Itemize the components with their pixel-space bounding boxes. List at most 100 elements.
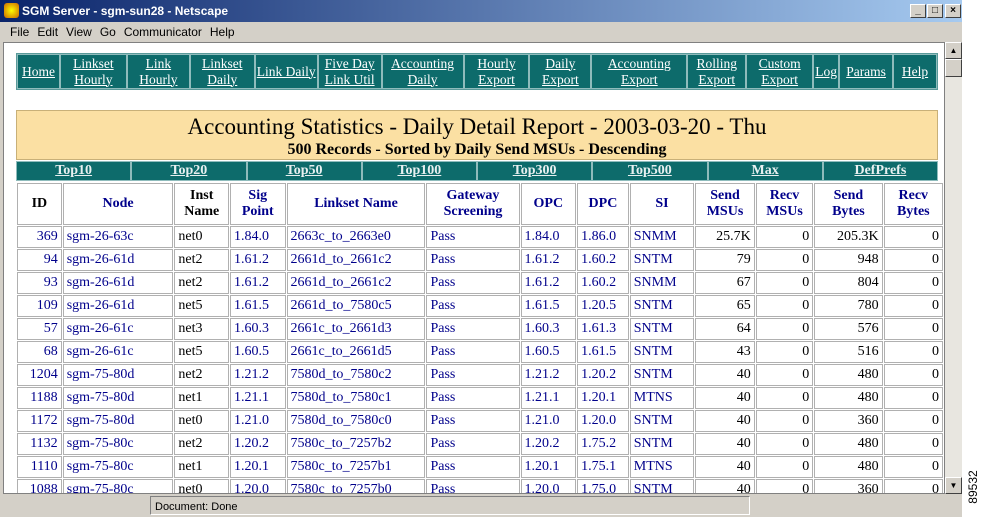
sort-link[interactable]: Send Bytes (832, 188, 865, 219)
cell-link[interactable]: 7580d_to_7580c2 (290, 367, 392, 382)
cell-link[interactable]: 7580c_to_7257b1 (290, 459, 392, 474)
close-button[interactable]: × (945, 4, 961, 18)
sort-link[interactable]: SI (655, 196, 669, 211)
cell-link[interactable]: Pass (430, 298, 456, 313)
cell-link[interactable]: sgm-26-61c (66, 321, 134, 336)
cell-link[interactable]: 1.61.5 (581, 344, 617, 359)
cell-link[interactable]: 1.20.2 (234, 436, 269, 451)
sort-link[interactable]: OPC (533, 196, 564, 211)
top-link[interactable]: Top100 (361, 161, 477, 181)
cell-link[interactable]: 1.20.1 (524, 459, 560, 474)
vertical-scrollbar[interactable]: ▲ ▼ (945, 42, 962, 494)
cell-link[interactable]: 1.60.2 (581, 275, 617, 290)
nav-link[interactable]: Link Daily (254, 54, 318, 89)
top-link[interactable]: Top20 (131, 161, 247, 181)
cell-link[interactable]: 7580d_to_7580c0 (290, 413, 392, 428)
cell-link[interactable]: 94 (43, 252, 58, 267)
cell-link[interactable]: 7580c_to_7257b0 (290, 482, 392, 494)
cell-link[interactable]: 1.21.1 (234, 390, 269, 405)
top-link[interactable]: Top50 (246, 161, 362, 181)
cell-link[interactable]: sgm-75-80c (66, 459, 134, 474)
cell-link[interactable]: 1.21.1 (524, 390, 560, 405)
nav-link[interactable]: Link Hourly (126, 54, 190, 89)
cell-link[interactable]: 1.61.5 (524, 298, 560, 313)
cell-link[interactable]: Pass (430, 390, 456, 405)
cell-link[interactable]: SNTM (633, 344, 673, 359)
cell-link[interactable]: SNMM (633, 275, 677, 290)
sort-link[interactable]: Sig Point (241, 188, 274, 219)
cell-link[interactable]: Pass (430, 252, 456, 267)
menu-item[interactable]: Communicator (123, 25, 202, 39)
cell-link[interactable]: MTNS (633, 459, 673, 474)
cell-link[interactable]: 1088 (29, 482, 58, 494)
cell-link[interactable]: Pass (430, 344, 456, 359)
maximize-button[interactable]: □ (927, 4, 943, 18)
cell-link[interactable]: 1204 (29, 367, 58, 382)
cell-link[interactable]: Pass (430, 413, 456, 428)
cell-link[interactable]: 1188 (30, 390, 58, 405)
cell-link[interactable]: 1.75.0 (581, 482, 617, 494)
cell-link[interactable]: 1.20.2 (524, 436, 560, 451)
cell-link[interactable]: 1.60.2 (581, 252, 617, 267)
nav-link[interactable]: Hourly Export (463, 54, 530, 89)
cell-link[interactable]: 1.20.2 (581, 367, 617, 382)
cell-link[interactable]: sgm-26-61d (66, 252, 135, 267)
cell-link[interactable]: 1.60.3 (234, 321, 269, 336)
cell-link[interactable]: 1.21.2 (524, 367, 560, 382)
cell-link[interactable]: 2661c_to_2661d3 (290, 321, 392, 336)
nav-link[interactable]: Linkset Daily (189, 54, 255, 89)
cell-link[interactable]: 57 (43, 321, 58, 336)
cell-link[interactable]: 1.75.2 (581, 436, 617, 451)
cell-link[interactable]: 1.20.1 (581, 390, 617, 405)
sort-link[interactable]: Gateway Screening (443, 188, 503, 219)
cell-link[interactable]: 1.21.0 (234, 413, 269, 428)
cell-link[interactable]: sgm-75-80d (66, 390, 135, 405)
cell-link[interactable]: sgm-26-61d (66, 298, 135, 313)
cell-link[interactable]: 369 (36, 229, 58, 244)
sort-link[interactable]: Linkset Name (314, 196, 398, 211)
cell-link[interactable]: SNTM (633, 252, 673, 267)
top-link[interactable]: Max (707, 161, 823, 181)
sort-link[interactable]: Recv MSUs (766, 188, 803, 219)
cell-link[interactable]: 1.61.5 (234, 298, 269, 313)
cell-link[interactable]: 1.21.2 (234, 367, 269, 382)
cell-link[interactable]: MTNS (633, 390, 673, 405)
cell-link[interactable]: 1110 (30, 459, 58, 474)
nav-link[interactable]: Custom Export (746, 54, 814, 89)
minimize-button[interactable]: _ (910, 4, 926, 18)
cell-link[interactable]: 1.61.2 (524, 275, 560, 290)
menu-item[interactable]: Edit (37, 25, 59, 39)
cell-link[interactable]: 1.20.0 (581, 413, 617, 428)
cell-link[interactable]: SNTM (633, 298, 673, 313)
cell-link[interactable]: 2663c_to_2663e0 (290, 229, 391, 244)
cell-link[interactable]: 2661c_to_2661d5 (290, 344, 392, 359)
cell-link[interactable]: sgm-26-61d (66, 275, 135, 290)
cell-link[interactable]: 1.84.0 (234, 229, 269, 244)
cell-link[interactable]: 1.20.1 (234, 459, 269, 474)
cell-link[interactable]: 1.60.3 (524, 321, 560, 336)
cell-link[interactable]: 1.84.0 (524, 229, 560, 244)
cell-link[interactable]: 1.61.2 (524, 252, 560, 267)
cell-link[interactable]: 2661d_to_2661c2 (290, 252, 392, 267)
menu-item[interactable]: View (66, 25, 92, 39)
nav-link[interactable]: Home (17, 54, 60, 89)
nav-link[interactable]: Help (893, 54, 937, 89)
sort-link[interactable]: DPC (588, 196, 618, 211)
cell-link[interactable]: Pass (430, 459, 456, 474)
cell-link[interactable]: 2661d_to_7580c5 (290, 298, 392, 313)
nav-link[interactable]: Log (813, 54, 840, 89)
cell-link[interactable]: 1.61.3 (581, 321, 617, 336)
nav-link[interactable]: Five Day Link Util (317, 54, 382, 89)
scroll-thumb[interactable] (945, 59, 962, 77)
top-link[interactable]: Top10 (16, 161, 132, 181)
cell-link[interactable]: Pass (430, 275, 456, 290)
cell-link[interactable]: 1.20.0 (234, 482, 269, 494)
cell-link[interactable]: 1.21.0 (524, 413, 560, 428)
cell-link[interactable]: sgm-75-80d (66, 413, 135, 428)
cell-link[interactable]: 1172 (30, 413, 58, 428)
cell-link[interactable]: sgm-75-80d (66, 367, 135, 382)
cell-link[interactable]: Pass (430, 229, 456, 244)
top-link[interactable]: Top500 (592, 161, 708, 181)
cell-link[interactable]: SNTM (633, 482, 673, 494)
scroll-up[interactable]: ▲ (945, 42, 962, 59)
